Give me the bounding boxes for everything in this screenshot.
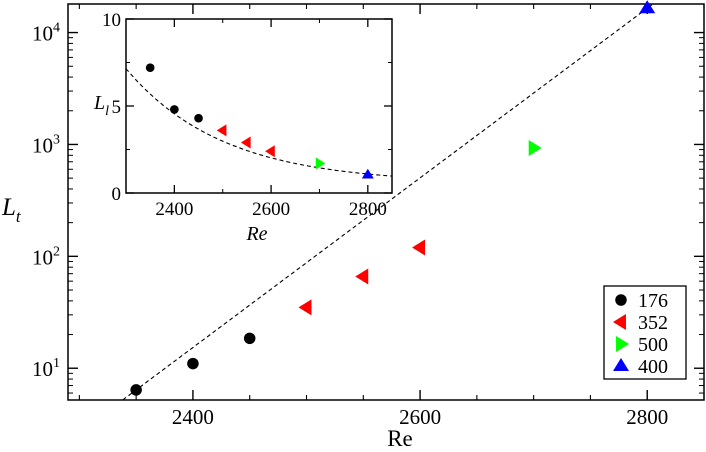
main-y-tick-label: 103 [32, 132, 60, 157]
legend-marker-352 [613, 314, 626, 330]
main-x-tick-label: 2800 [626, 405, 668, 429]
legend-label: 176 [638, 290, 668, 312]
inset-x-tick-label: 2800 [349, 199, 387, 220]
inset-y-tick-label: 5 [112, 97, 122, 118]
inset-data-point-352 [216, 124, 227, 137]
main-y-tick-base: 10 [32, 357, 53, 381]
inset-x-tick-label: 2600 [252, 199, 290, 220]
main-y-tick-label: 102 [32, 244, 60, 269]
inset-x-axis-label: Re [245, 223, 267, 245]
main-x-tick-label: 2400 [172, 405, 214, 429]
main-y-tick-label: 104 [32, 21, 60, 46]
legend-marker-500 [616, 336, 629, 352]
inset-x-tick-label: 2400 [155, 199, 193, 220]
data-point-352 [355, 268, 369, 285]
inset-data-point-176 [170, 105, 179, 114]
inset-y-axis-label-main: L [93, 92, 105, 114]
legend-marker-400 [613, 358, 629, 371]
inset-data-point-352 [240, 136, 251, 149]
data-point-176 [130, 384, 142, 396]
data-point-352 [298, 299, 312, 316]
inset-plot-frame [125, 18, 393, 194]
main-x-tick-label: 2600 [399, 405, 441, 429]
main-y-tick-exponent: 4 [53, 21, 60, 36]
inset-data-point-176 [194, 113, 203, 123]
inset-y-axis-label-sub: l [105, 104, 109, 119]
main-y-axis-label: Lt [1, 194, 22, 226]
inset-data-point-400 [361, 168, 374, 179]
data-point-176 [243, 332, 256, 345]
data-point-176 [187, 357, 199, 370]
main-y-axis-label-main: L [1, 194, 16, 221]
main-y-tick-base: 10 [32, 133, 53, 157]
main-y-tick-base: 10 [32, 245, 53, 269]
inset-y-tick-label: 0 [112, 184, 122, 205]
main-y-axis-label-sub: t [16, 207, 22, 226]
legend-label: 400 [638, 356, 668, 378]
data-point-352 [412, 239, 426, 256]
main-y-tick-exponent: 1 [53, 356, 60, 371]
main-y-tick-base: 10 [32, 22, 53, 46]
data-point-400 [639, 0, 656, 14]
legend-label: 500 [638, 334, 668, 356]
inset-data-point-176 [145, 63, 155, 73]
main-x-axis-label: Re [387, 426, 413, 451]
inset-data-point-352 [265, 145, 275, 158]
main-y-tick-exponent: 2 [53, 244, 60, 259]
inset-data-point-500 [315, 157, 326, 170]
main-y-tick-label: 101 [32, 356, 60, 381]
legend-marker-176 [615, 294, 627, 306]
main-fit-curve [122, 4, 653, 401]
inset-y-axis-label: Ll [93, 92, 109, 119]
inset-plot: 2400 2600 2800 0 5 10 Re Ll [93, 10, 393, 245]
main-plot-frame [67, 3, 705, 401]
data-point-500 [528, 139, 542, 156]
inset-y-tick-label: 10 [102, 10, 121, 31]
main-y-tick-exponent: 3 [53, 132, 60, 147]
legend-label: 352 [638, 312, 668, 334]
